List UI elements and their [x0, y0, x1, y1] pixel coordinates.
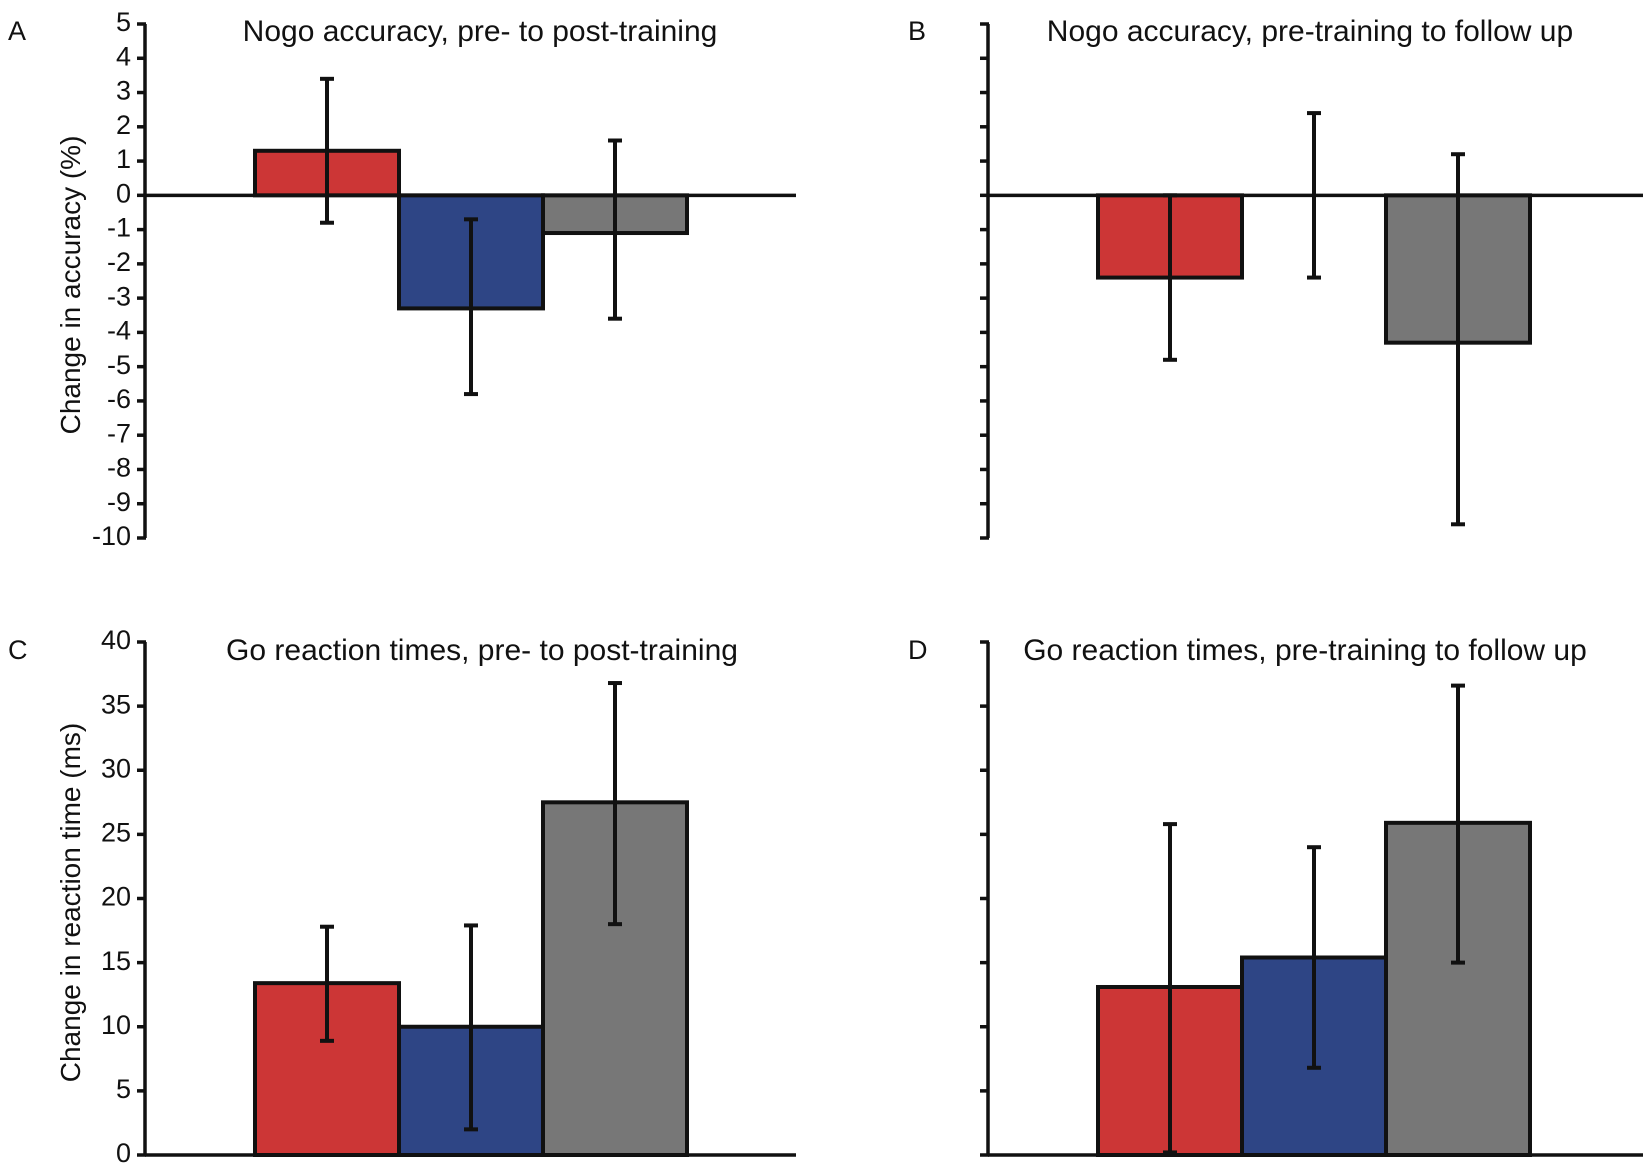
panel-a: A Nogo accuracy, pre- to post-training Cha… — [8, 7, 796, 551]
chart-title: Nogo accuracy, pre-training to follow up — [1047, 15, 1573, 48]
error-bar-blue — [1307, 111, 1321, 280]
y-tick-label: 10 — [101, 1010, 131, 1040]
error-bar-gray — [1451, 152, 1465, 527]
panel-letter: D — [908, 635, 928, 665]
y-tick-label: -3 — [107, 281, 131, 311]
panel-d: D Go reaction times, pre-training to foll… — [908, 634, 1643, 1158]
panel-c: C Go reaction times, pre- to post-trainin… — [8, 625, 796, 1168]
error-bar-gray — [608, 681, 622, 927]
y-tick-label: 3 — [116, 76, 131, 106]
error-bar-blue — [1307, 845, 1321, 1070]
y-tick-label: 0 — [116, 1138, 131, 1168]
y-axis-label: Change in accuracy (%) — [55, 136, 86, 435]
y-tick-label: 1 — [116, 144, 131, 174]
y-tick-label: 30 — [101, 753, 131, 783]
error-bar-gray — [1451, 683, 1465, 965]
y-tick-label: -10 — [92, 521, 131, 551]
y-tick-label: -6 — [107, 384, 131, 414]
error-bar-red — [320, 76, 334, 225]
y-tick-label: 25 — [101, 818, 131, 848]
y-tick-label: 15 — [101, 946, 131, 976]
y-tick-label: 40 — [101, 625, 131, 655]
error-bar-gray — [608, 138, 622, 321]
y-tick-label: 5 — [116, 7, 131, 37]
y-tick-label: 35 — [101, 689, 131, 719]
y-tick-label: 0 — [116, 178, 131, 208]
y-tick-label: -2 — [107, 247, 131, 277]
y-tick-label: -4 — [107, 316, 131, 346]
y-tick-label: 2 — [116, 110, 131, 140]
panel-letter: B — [908, 16, 926, 46]
error-bar-red — [1163, 193, 1177, 362]
chart-title: Go reaction times, pre-training to follo… — [1023, 634, 1587, 667]
y-tick-label: -1 — [107, 213, 131, 243]
error-bar-red — [320, 924, 334, 1043]
panel-letter: C — [8, 635, 28, 665]
bar-gray — [541, 800, 689, 1157]
y-tick-label: 4 — [116, 41, 131, 71]
y-tick-label: 20 — [101, 882, 131, 912]
error-bar-blue — [464, 923, 478, 1132]
y-tick-label: -9 — [107, 487, 131, 517]
error-bar-blue — [464, 217, 478, 397]
y-tick-label: -7 — [107, 418, 131, 448]
panel-b: B Nogo accuracy, pre-training to follow u… — [908, 15, 1643, 540]
error-bar-red — [1163, 822, 1177, 1155]
chart-title: Nogo accuracy, pre- to post-training — [243, 15, 718, 48]
y-tick-label: -5 — [107, 350, 131, 380]
y-axis-label: Change in reaction time (ms) — [55, 723, 86, 1082]
y-tick-label: -8 — [107, 453, 131, 483]
y-tick-label: 5 — [116, 1074, 131, 1104]
chart-title: Go reaction times, pre- to post-training — [226, 634, 738, 667]
panel-letter: A — [8, 16, 26, 46]
